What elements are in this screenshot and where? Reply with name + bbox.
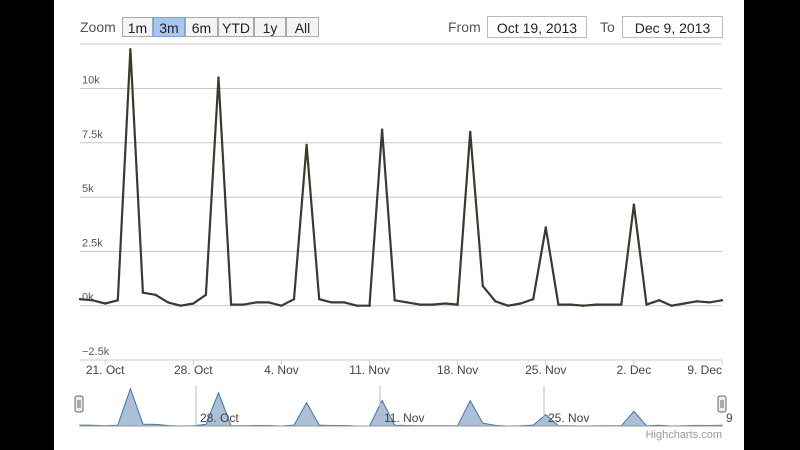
data-point bbox=[330, 301, 333, 304]
data-point bbox=[607, 303, 610, 306]
data-point bbox=[116, 299, 119, 302]
data-point bbox=[657, 299, 661, 302]
from-label: From bbox=[448, 19, 481, 35]
data-point bbox=[166, 301, 170, 304]
from-date-input[interactable]: Oct 19, 2013 bbox=[487, 16, 587, 38]
data-point bbox=[557, 303, 560, 306]
navigator-tick-label: 11. Nov bbox=[384, 411, 424, 425]
data-point bbox=[368, 304, 371, 307]
data-point bbox=[192, 302, 195, 305]
data-point bbox=[204, 293, 208, 297]
zoom-3m-button[interactable]: 3m bbox=[153, 17, 185, 37]
zoom-1y-button[interactable]: 1y bbox=[254, 17, 286, 37]
x-tick-label: 11. Nov bbox=[349, 363, 389, 377]
data-point bbox=[418, 303, 422, 306]
data-point bbox=[645, 303, 648, 306]
data-point bbox=[494, 300, 497, 303]
data-point bbox=[217, 76, 220, 79]
data-point bbox=[431, 303, 434, 306]
data-point bbox=[695, 300, 699, 303]
y-tick-label: 2.5k bbox=[82, 237, 103, 249]
navigator[interactable]: 28. Oct 11. Nov 25. Nov 9 bbox=[74, 386, 733, 427]
data-point bbox=[317, 297, 321, 301]
data-point bbox=[129, 48, 132, 51]
x-tick-label: 18. Nov bbox=[437, 363, 478, 377]
y-tick-label: 7.5k bbox=[82, 129, 103, 141]
data-point bbox=[141, 291, 145, 294]
data-point bbox=[531, 297, 535, 301]
navigator-handle-right[interactable] bbox=[717, 395, 727, 413]
zoom-6m-button[interactable]: 6m bbox=[185, 17, 218, 37]
navigator-background bbox=[80, 386, 722, 426]
data-point bbox=[91, 299, 94, 302]
data-point bbox=[582, 304, 585, 307]
zoom-label: Zoom bbox=[80, 19, 116, 35]
data-point bbox=[456, 303, 459, 306]
to-label: To bbox=[600, 19, 615, 35]
data-point bbox=[179, 304, 182, 307]
data-point bbox=[708, 301, 711, 304]
y-tick-label: −2.5k bbox=[82, 346, 110, 358]
data-point bbox=[632, 203, 636, 206]
x-tick-label: 21. Oct bbox=[86, 363, 125, 377]
data-point bbox=[569, 303, 573, 306]
x-tick-label: 28. Oct bbox=[174, 363, 213, 377]
navigator-tick-label: 25. Nov bbox=[548, 411, 589, 425]
data-point bbox=[544, 226, 547, 229]
data-point bbox=[720, 299, 724, 302]
series-line bbox=[79, 48, 723, 307]
data-point bbox=[242, 303, 245, 306]
data-point bbox=[594, 303, 598, 306]
data-point bbox=[292, 297, 296, 301]
zoom-all-button[interactable]: All bbox=[286, 17, 319, 37]
data-point bbox=[305, 143, 308, 147]
data-point bbox=[481, 284, 485, 288]
data-point bbox=[103, 302, 107, 305]
data-point bbox=[78, 297, 82, 301]
data-point bbox=[380, 128, 384, 131]
credits-link[interactable]: Highcharts.com bbox=[646, 429, 722, 441]
data-point bbox=[267, 301, 271, 304]
y-tick-label: 5k bbox=[82, 183, 94, 195]
zoom-1m-button[interactable]: 1m bbox=[122, 17, 153, 37]
chart-container bbox=[54, 0, 744, 450]
data-point bbox=[154, 293, 157, 297]
data-point bbox=[255, 301, 258, 304]
x-tick-label: 25. Nov bbox=[525, 363, 566, 377]
data-point bbox=[506, 304, 510, 307]
data-point bbox=[443, 302, 447, 305]
x-tick-label: 2. Dec bbox=[617, 363, 652, 377]
data-point bbox=[280, 304, 283, 307]
data-point bbox=[683, 302, 686, 305]
data-point bbox=[343, 301, 346, 304]
zoom-ytd-button[interactable]: YTD bbox=[218, 17, 254, 37]
data-point bbox=[229, 303, 233, 306]
y-tick-label: 0k bbox=[82, 292, 94, 304]
navigator-tick-label: 28. Oct bbox=[200, 411, 239, 425]
data-point bbox=[355, 304, 359, 307]
navigator-tick-label: 9 bbox=[726, 411, 733, 425]
data-point bbox=[469, 130, 472, 134]
x-tick-label: 9. Dec bbox=[687, 363, 722, 377]
x-tick-label: 4. Nov bbox=[264, 363, 299, 377]
data-point bbox=[670, 304, 673, 307]
navigator-handle-left[interactable] bbox=[74, 395, 84, 413]
y-tick-label: 10k bbox=[82, 74, 100, 86]
data-point bbox=[406, 301, 409, 304]
data-point bbox=[620, 303, 623, 306]
data-point bbox=[519, 302, 522, 305]
to-date-input[interactable]: Dec 9, 2013 bbox=[622, 16, 723, 38]
data-point bbox=[393, 299, 396, 302]
